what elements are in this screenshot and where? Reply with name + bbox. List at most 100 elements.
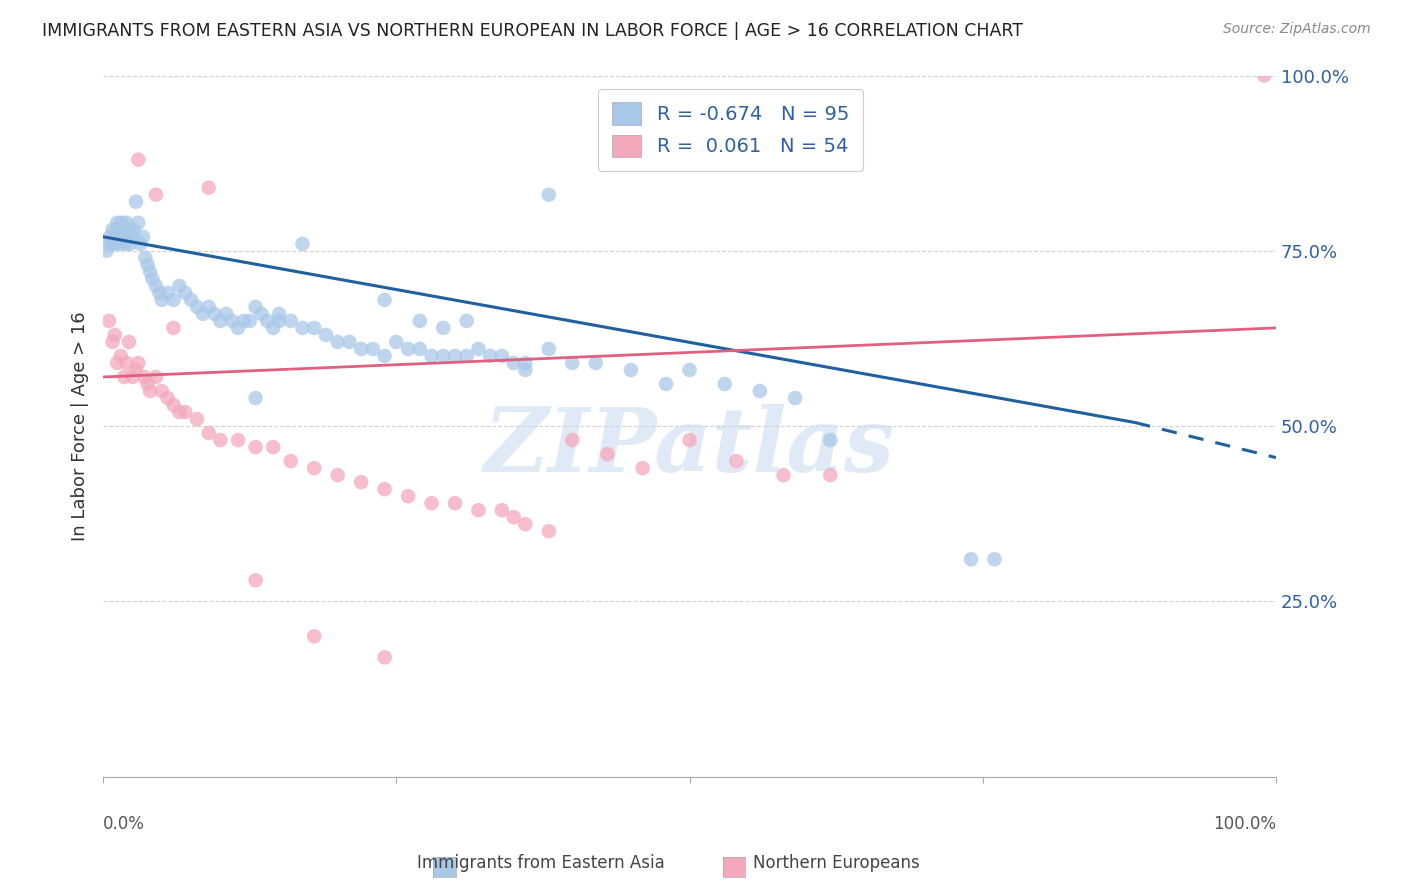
Point <box>112 370 135 384</box>
Point <box>100 236 122 251</box>
Point <box>350 342 373 356</box>
Point <box>245 300 267 314</box>
Point <box>585 356 607 370</box>
Point <box>110 349 132 363</box>
Point <box>197 300 219 314</box>
Point <box>467 503 489 517</box>
Point <box>432 349 454 363</box>
Point <box>326 334 349 349</box>
Point <box>374 293 396 307</box>
Point <box>98 314 121 328</box>
Point <box>785 391 807 405</box>
Point <box>361 342 384 356</box>
Point <box>122 223 145 237</box>
Point <box>302 461 325 475</box>
Point <box>420 496 443 510</box>
Point <box>98 236 121 251</box>
Point <box>432 321 454 335</box>
Point <box>127 216 149 230</box>
Point <box>339 334 361 349</box>
Point <box>112 223 135 237</box>
Point <box>204 307 226 321</box>
Point <box>396 489 419 503</box>
Point <box>136 258 159 272</box>
Point <box>396 342 419 356</box>
Point <box>197 426 219 441</box>
Point <box>132 229 155 244</box>
Point <box>678 433 700 447</box>
Text: 0.0%: 0.0% <box>103 815 145 833</box>
Point <box>103 229 125 244</box>
Point <box>105 356 128 370</box>
Point <box>302 321 325 335</box>
Point <box>409 342 432 356</box>
Point <box>385 334 408 349</box>
Point <box>169 405 191 419</box>
Text: Source: ZipAtlas.com: Source: ZipAtlas.com <box>1223 22 1371 37</box>
Point <box>104 236 127 251</box>
Point <box>960 552 983 566</box>
Point <box>101 334 124 349</box>
Point <box>291 236 314 251</box>
Text: ZIPatlas: ZIPatlas <box>484 404 896 491</box>
Point <box>115 356 138 370</box>
Point <box>145 370 167 384</box>
Point <box>111 216 134 230</box>
Point <box>502 356 524 370</box>
Point <box>409 314 432 328</box>
Y-axis label: In Labor Force | Age > 16: In Labor Force | Age > 16 <box>72 311 89 541</box>
Point <box>537 524 560 539</box>
Point <box>136 376 159 391</box>
Point <box>420 349 443 363</box>
Point <box>515 517 537 532</box>
Point <box>245 391 267 405</box>
Point <box>245 574 267 588</box>
Point <box>772 468 794 483</box>
Point <box>191 307 214 321</box>
Point <box>215 307 238 321</box>
Point <box>302 629 325 643</box>
Point <box>156 391 179 405</box>
Point <box>125 363 148 377</box>
Point <box>139 265 162 279</box>
Point <box>114 236 136 251</box>
Point <box>262 440 284 454</box>
Point <box>280 314 302 328</box>
Legend: R = -0.674   N = 95, R =  0.061   N = 54: R = -0.674 N = 95, R = 0.061 N = 54 <box>599 88 863 170</box>
Point <box>162 321 184 335</box>
Point <box>125 194 148 209</box>
Point <box>491 503 513 517</box>
Point <box>374 650 396 665</box>
Point <box>105 223 128 237</box>
Point <box>267 307 290 321</box>
Point <box>250 307 273 321</box>
Point <box>127 356 149 370</box>
Point <box>537 187 560 202</box>
Point <box>162 293 184 307</box>
Point <box>315 327 337 342</box>
Text: IMMIGRANTS FROM EASTERN ASIA VS NORTHERN EUROPEAN IN LABOR FORCE | AGE > 16 CORR: IMMIGRANTS FROM EASTERN ASIA VS NORTHERN… <box>42 22 1024 40</box>
Point <box>221 314 243 328</box>
Point <box>456 314 478 328</box>
Point <box>101 223 124 237</box>
Point <box>169 278 191 293</box>
Point <box>162 398 184 412</box>
Point <box>150 384 173 398</box>
Point <box>117 229 139 244</box>
Point <box>186 412 208 426</box>
Point <box>596 447 619 461</box>
Point <box>725 454 748 468</box>
Point <box>150 293 173 307</box>
Point <box>107 229 129 244</box>
Point <box>180 293 202 307</box>
Point <box>245 440 267 454</box>
Point <box>561 356 583 370</box>
Point <box>96 244 118 258</box>
Point <box>108 236 131 251</box>
Point <box>350 475 373 490</box>
Point <box>515 356 537 370</box>
Point <box>148 285 170 300</box>
Point <box>262 321 284 335</box>
Point <box>620 363 643 377</box>
Text: 100.0%: 100.0% <box>1213 815 1277 833</box>
